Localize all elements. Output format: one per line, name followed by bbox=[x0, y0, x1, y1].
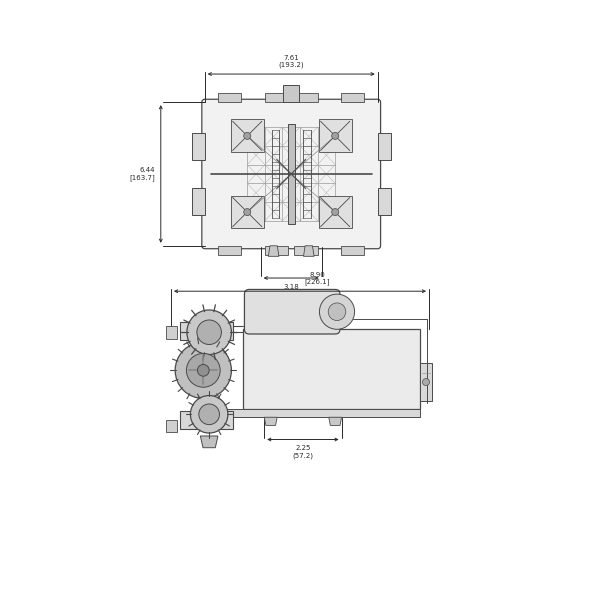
Bar bbox=[192, 188, 205, 215]
Bar bbox=[217, 409, 420, 417]
Bar bbox=[231, 119, 263, 152]
Circle shape bbox=[244, 133, 251, 139]
Bar bbox=[192, 133, 205, 160]
Text: 2.25
(57.2): 2.25 (57.2) bbox=[292, 445, 313, 459]
Polygon shape bbox=[329, 417, 341, 425]
Circle shape bbox=[175, 342, 232, 398]
Circle shape bbox=[319, 294, 355, 329]
Circle shape bbox=[328, 303, 346, 320]
Polygon shape bbox=[304, 246, 314, 256]
Bar bbox=[265, 246, 288, 255]
Bar bbox=[265, 93, 288, 102]
Bar bbox=[341, 246, 364, 255]
Circle shape bbox=[332, 209, 338, 215]
Text: 7.61
(193.2): 7.61 (193.2) bbox=[278, 55, 304, 68]
FancyBboxPatch shape bbox=[244, 289, 340, 334]
Bar bbox=[218, 246, 241, 255]
Bar bbox=[283, 85, 299, 102]
Circle shape bbox=[422, 379, 430, 386]
Bar bbox=[319, 196, 352, 229]
Circle shape bbox=[187, 310, 232, 355]
Circle shape bbox=[197, 320, 221, 344]
Text: 8.90
[226.1]: 8.90 [226.1] bbox=[305, 272, 331, 286]
Bar bbox=[294, 246, 317, 255]
Text: 6.44
[163.7]: 6.44 [163.7] bbox=[129, 167, 155, 181]
Text: 3.18
[80.8]: 3.18 [80.8] bbox=[281, 284, 302, 298]
Bar bbox=[180, 412, 233, 429]
Bar bbox=[341, 93, 364, 102]
Circle shape bbox=[244, 209, 251, 215]
Bar bbox=[420, 363, 432, 401]
Bar bbox=[231, 196, 263, 229]
Circle shape bbox=[199, 404, 220, 425]
Bar bbox=[319, 119, 352, 152]
Bar bbox=[218, 93, 241, 102]
Bar bbox=[166, 419, 177, 433]
Polygon shape bbox=[268, 246, 279, 256]
Circle shape bbox=[332, 133, 338, 139]
Bar bbox=[377, 188, 391, 215]
Bar bbox=[377, 133, 391, 160]
Bar bbox=[294, 93, 317, 102]
Circle shape bbox=[187, 353, 220, 387]
Bar bbox=[180, 322, 233, 340]
Polygon shape bbox=[200, 436, 218, 448]
Bar bbox=[166, 326, 177, 338]
Bar bbox=[287, 124, 295, 224]
Polygon shape bbox=[264, 417, 277, 425]
Circle shape bbox=[197, 364, 209, 376]
Circle shape bbox=[190, 395, 228, 433]
FancyBboxPatch shape bbox=[202, 99, 380, 249]
Bar bbox=[243, 329, 420, 409]
